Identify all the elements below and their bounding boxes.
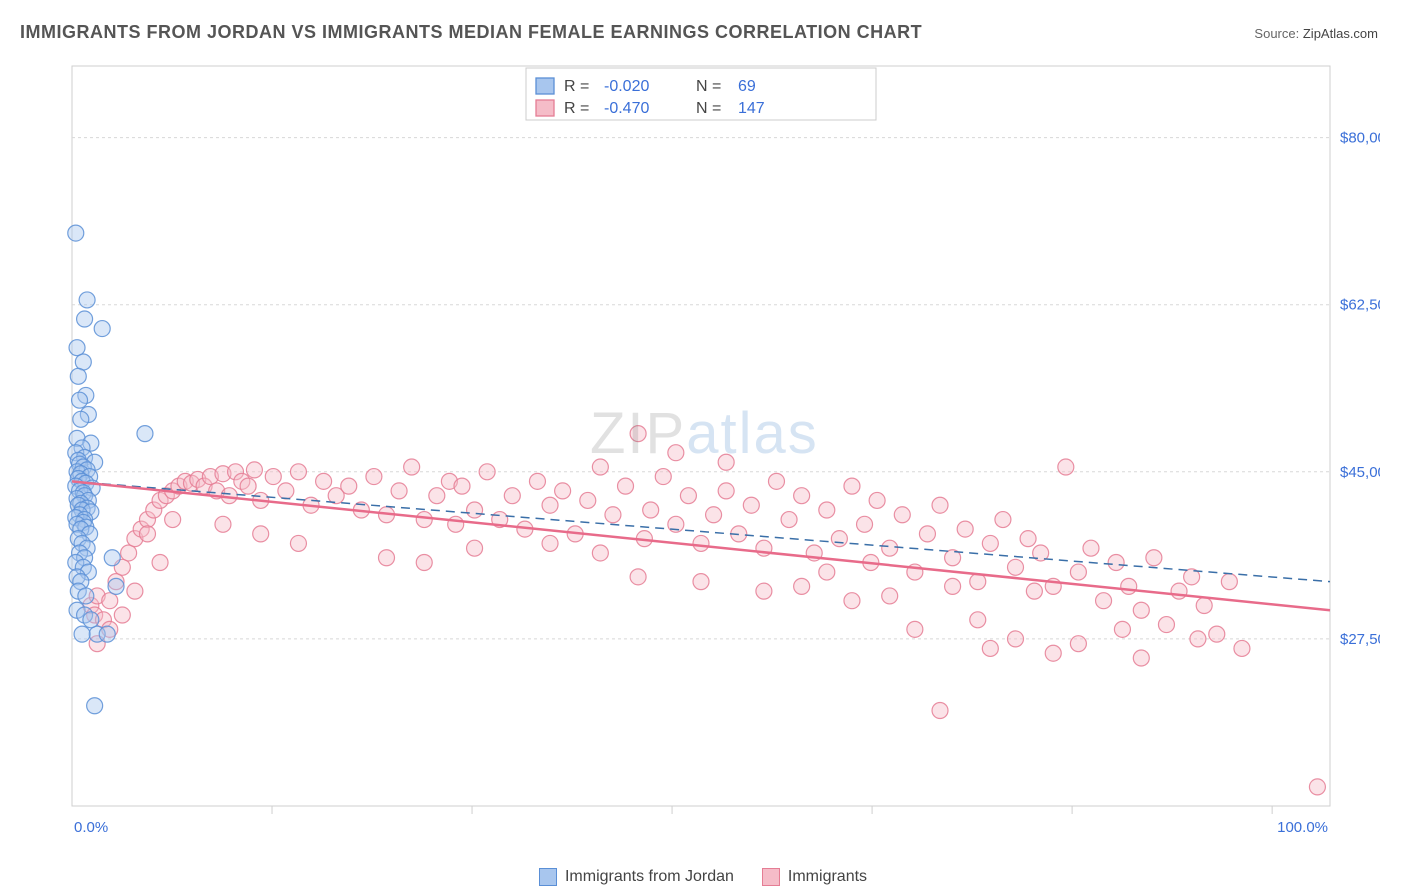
svg-text:$45,000: $45,000 (1340, 464, 1380, 481)
svg-text:147: 147 (738, 100, 765, 117)
legend-item-jordan: Immigrants from Jordan (539, 868, 734, 886)
svg-text:R =: R = (564, 100, 589, 117)
legend-item-immigrants: Immigrants (762, 868, 867, 886)
series-0 (68, 225, 153, 714)
legend-label-jordan: Immigrants from Jordan (565, 868, 734, 886)
scatter-chart: $27,500$45,000$62,500$80,0000.0%100.0%Me… (50, 58, 1380, 848)
legend-swatch-immigrants (762, 868, 780, 886)
svg-text:0.0%: 0.0% (74, 819, 108, 836)
chart-container: $27,500$45,000$62,500$80,0000.0%100.0%Me… (50, 58, 1380, 848)
series-1 (83, 426, 1326, 795)
source-label: Source: (1254, 26, 1299, 41)
svg-text:$62,500: $62,500 (1340, 297, 1380, 314)
svg-text:100.0%: 100.0% (1277, 819, 1328, 836)
svg-text:-0.020: -0.020 (604, 78, 649, 95)
svg-text:N =: N = (696, 78, 721, 95)
svg-text:N =: N = (696, 100, 721, 117)
svg-text:-0.470: -0.470 (604, 100, 649, 117)
svg-text:$80,000: $80,000 (1340, 130, 1380, 147)
source-value: ZipAtlas.com (1303, 26, 1378, 41)
legend-swatch-jordan (539, 868, 557, 886)
svg-text:R =: R = (564, 78, 589, 95)
chart-title: IMMIGRANTS FROM JORDAN VS IMMIGRANTS MED… (20, 22, 922, 43)
source-attribution: Source: ZipAtlas.com (1254, 26, 1378, 41)
svg-text:$27,500: $27,500 (1340, 631, 1380, 648)
svg-text:69: 69 (738, 78, 756, 95)
bottom-legend: Immigrants from Jordan Immigrants (0, 868, 1406, 886)
legend-label-immigrants: Immigrants (788, 868, 867, 886)
